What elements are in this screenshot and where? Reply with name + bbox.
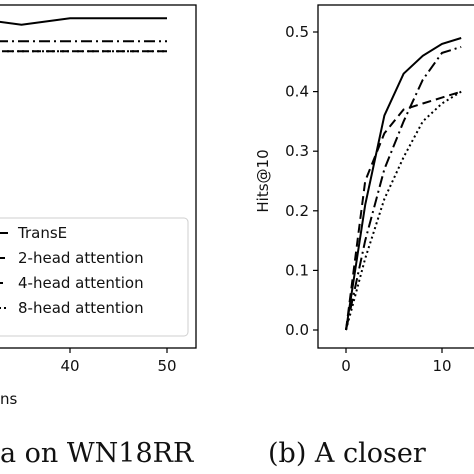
right-y-tick-label: 0.4 (285, 83, 309, 101)
right-series-line (345, 45, 462, 331)
left-x-axis-label: ns (0, 390, 18, 408)
right-x-tick-label: 10 (432, 357, 451, 375)
right-series-line (345, 90, 462, 331)
right-y-axis-label: Hits@10 (254, 149, 272, 212)
right-chart: 0.0 0.1 0.2 0.3 0.4 0.5 0 10 Hits@10 (254, 4, 474, 375)
left-x-tick-label: 40 (60, 357, 79, 375)
right-y-tick-label: 0.0 (285, 321, 309, 339)
left-series-line (0, 17, 167, 26)
legend-label: 2-head attention (18, 249, 144, 267)
right-x-tick-label: 0 (341, 357, 351, 375)
right-y-tick-label: 0.1 (285, 261, 309, 279)
legend-label: 8-head attention (18, 299, 144, 317)
left-plot-frame (0, 4, 197, 349)
right-y-tick-label: 0.5 (285, 23, 309, 41)
left-chart: 40 50 ns TransE 2-head attention 4-head atten… (0, 4, 197, 408)
legend-box (0, 217, 189, 337)
right-caption: (b) A closer (268, 438, 426, 469)
legend-label: 4-head attention (18, 274, 144, 292)
right-y-tick-label: 0.2 (285, 202, 309, 220)
right-y-tick-label: 0.3 (285, 142, 309, 160)
left-caption: a on WN18RR (0, 438, 194, 469)
legend-label: TransE (17, 224, 67, 242)
right-series-line (345, 37, 462, 331)
right-plot-frame (317, 4, 474, 349)
left-x-tick-label: 50 (157, 357, 176, 375)
